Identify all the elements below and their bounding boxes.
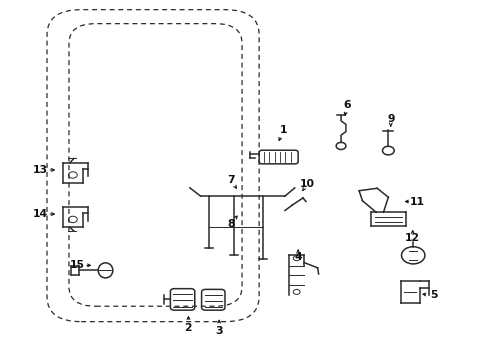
Text: 13: 13: [33, 165, 48, 175]
Text: 7: 7: [226, 175, 234, 185]
Text: 5: 5: [429, 291, 437, 301]
Text: 9: 9: [386, 114, 394, 124]
Text: 12: 12: [405, 233, 419, 243]
Text: 1: 1: [279, 125, 286, 135]
Text: 2: 2: [184, 323, 192, 333]
Text: 3: 3: [215, 326, 223, 336]
Text: 11: 11: [409, 197, 424, 207]
Text: 10: 10: [299, 179, 314, 189]
Text: 15: 15: [70, 260, 85, 270]
Text: 4: 4: [294, 252, 301, 262]
Text: 6: 6: [343, 100, 350, 110]
Text: 14: 14: [33, 209, 48, 219]
Text: 8: 8: [226, 219, 234, 229]
